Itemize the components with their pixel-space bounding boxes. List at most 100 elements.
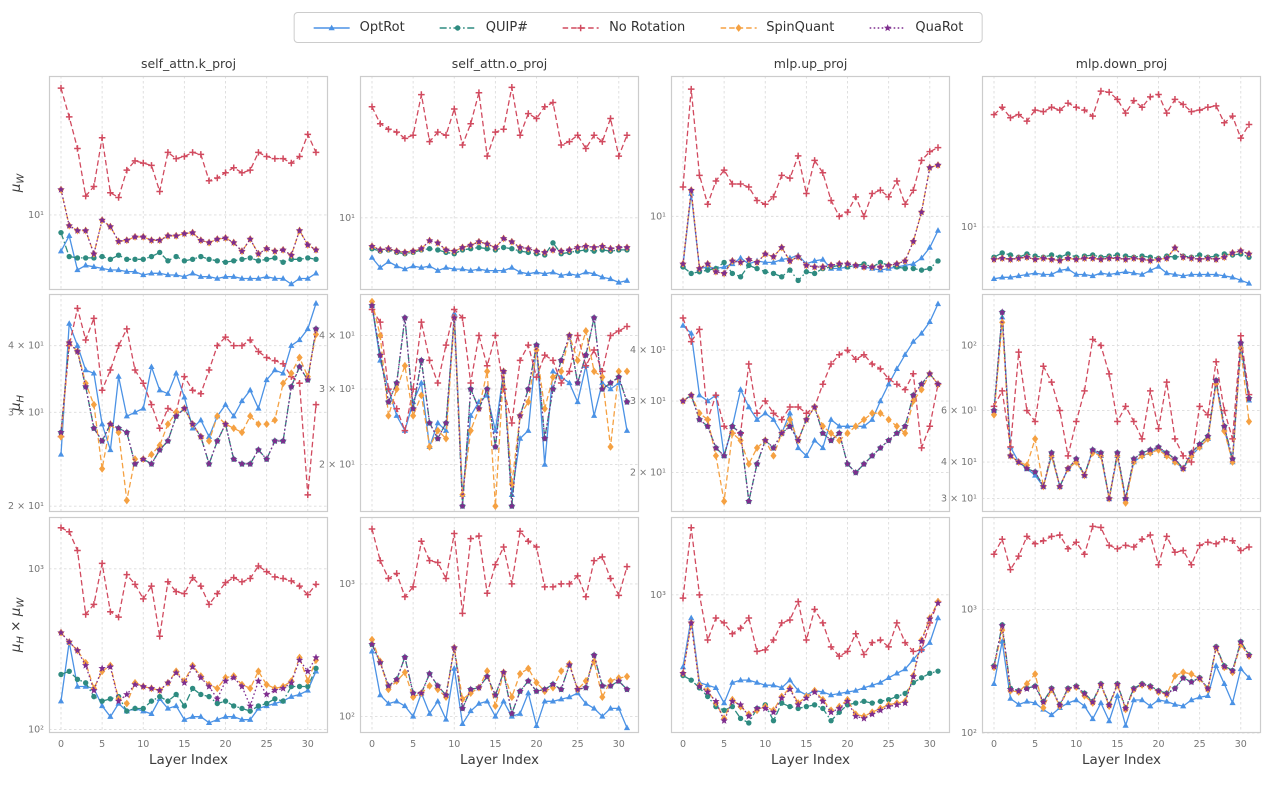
plus-marker (1171, 549, 1179, 556)
circle-marker (476, 244, 482, 251)
triangle-marker (901, 351, 909, 357)
y-tick-label: 10² (28, 724, 44, 735)
triangle-marker (566, 270, 573, 277)
diamond-marker (533, 346, 540, 354)
triangle-marker (778, 256, 785, 262)
star-marker (172, 668, 180, 676)
star-marker (131, 460, 139, 468)
subplot-muw-up-proj: 10¹ (650, 75, 951, 291)
triangle-marker (288, 280, 295, 287)
star-marker (409, 689, 417, 697)
star-marker (392, 675, 401, 683)
star-marker (458, 243, 467, 251)
series-line-no-rotation (682, 317, 939, 449)
triangle-marker (205, 273, 213, 279)
plus-marker (835, 652, 843, 660)
star-marker (753, 704, 761, 712)
star-marker (230, 238, 238, 246)
circle-marker (910, 265, 917, 272)
triangle-marker (434, 267, 441, 273)
star-marker (114, 697, 123, 705)
star-marker (884, 436, 893, 444)
star-marker (1146, 446, 1154, 454)
star-marker (312, 245, 320, 254)
plus-marker (1081, 106, 1088, 114)
star-marker (1031, 682, 1039, 690)
star-marker (65, 338, 73, 346)
triangle-marker (582, 700, 589, 706)
plus-marker (574, 572, 581, 580)
series-line-optrot (371, 305, 628, 495)
plus-marker (696, 591, 703, 599)
diamond-marker (786, 415, 794, 424)
triangle-marker (1089, 272, 1096, 279)
plus-marker (263, 568, 270, 575)
plus-marker (197, 151, 205, 158)
plus-marker (582, 593, 590, 601)
series-markers-spinquant (368, 635, 631, 710)
star-marker (1113, 448, 1122, 456)
triangle-marker (442, 427, 450, 433)
diamond-marker (247, 684, 254, 693)
star-marker (98, 437, 106, 445)
triangle-marker (99, 264, 106, 271)
plus-marker (409, 583, 417, 591)
star-marker (1080, 471, 1089, 479)
triangle-marker (737, 386, 744, 392)
triangle-marker (516, 268, 524, 275)
triangle-marker (541, 697, 548, 704)
plus-marker (368, 103, 376, 111)
star-marker (392, 379, 401, 387)
star-marker (304, 376, 312, 384)
star-marker (868, 263, 876, 271)
plus-marker (1122, 109, 1129, 117)
star-marker (188, 420, 197, 428)
diamond-marker (123, 699, 130, 708)
plus-marker (148, 162, 155, 169)
plus-marker (761, 646, 769, 654)
triangle-marker (516, 710, 524, 716)
star-marker (852, 468, 860, 476)
star-marker (606, 682, 615, 690)
plus-marker (263, 354, 270, 361)
star-marker (213, 235, 221, 243)
plus-marker (1056, 407, 1064, 414)
star-marker (860, 714, 868, 722)
triangle-marker (1163, 698, 1170, 704)
triangle-marker (148, 269, 155, 276)
circle-marker (877, 698, 884, 705)
plus-marker (590, 346, 598, 354)
diamond-marker (288, 369, 295, 378)
plus-marker (181, 153, 188, 160)
star-marker (720, 716, 728, 724)
star-marker (483, 240, 491, 248)
series-markers-spinquant (679, 597, 942, 723)
star-marker (508, 709, 516, 717)
star-marker (1195, 440, 1204, 448)
plus-marker (213, 174, 221, 182)
diamond-marker (844, 429, 851, 438)
triangle-marker (181, 393, 188, 400)
plus-marker (368, 525, 376, 533)
star-marker (279, 437, 287, 445)
circle-marker (140, 705, 146, 712)
plus-marker (761, 200, 769, 208)
star-marker (761, 250, 769, 258)
star-marker (598, 242, 607, 250)
triangle-marker (615, 379, 622, 386)
x-tick-label: 30 (924, 739, 936, 750)
star-marker (295, 362, 304, 371)
plus-marker (844, 346, 851, 354)
star-marker (687, 391, 695, 399)
star-marker (312, 653, 320, 661)
triangle-marker (688, 329, 695, 336)
triangle-marker (607, 705, 614, 711)
circle-marker (280, 259, 286, 265)
diamond-marker (852, 422, 859, 431)
circle-marker (762, 269, 768, 275)
star-marker (254, 445, 263, 454)
plus-marker (1015, 348, 1022, 356)
triangle-marker (1106, 717, 1113, 724)
plus-marker (296, 379, 303, 387)
triangle-marker (1032, 269, 1039, 276)
